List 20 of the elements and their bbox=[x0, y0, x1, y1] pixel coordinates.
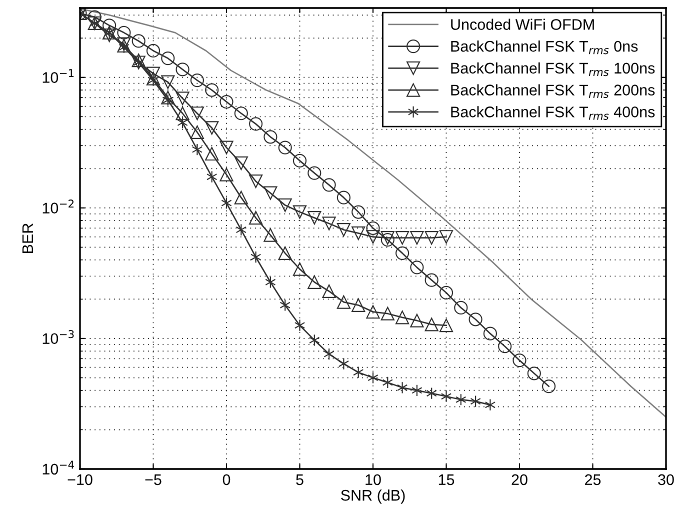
legend-label: Uncoded WiFi OFDM bbox=[451, 18, 594, 30]
x-tick-label: 15 bbox=[438, 474, 454, 486]
y-tick-label: 10$^{−1}$ bbox=[42, 69, 74, 83]
x-tick-label: −5 bbox=[145, 474, 162, 486]
y-tick-label: 10$^{−3}$ bbox=[42, 330, 74, 344]
x-tick-label: 30 bbox=[658, 474, 674, 486]
y-axis-title: BER bbox=[22, 224, 33, 253]
x-tick-label: 10 bbox=[366, 474, 381, 486]
x-tick-label: 20 bbox=[512, 474, 528, 486]
x-tick-label: 5 bbox=[296, 474, 304, 486]
x-tick-label: 25 bbox=[585, 474, 601, 486]
legend-label: BackChannel FSK T$_{rms}$ 400ns bbox=[451, 106, 655, 120]
legend-label: BackChannel FSK T$_{rms}$ 0ns bbox=[451, 40, 638, 54]
x-tick-label: −10 bbox=[68, 474, 92, 486]
y-tick-label: 10$^{−4}$ bbox=[42, 460, 74, 475]
legend-label: BackChannel FSK T$_{rms}$ 200ns bbox=[451, 84, 655, 98]
legend-label: BackChannel FSK T$_{rms}$ 100ns bbox=[451, 62, 655, 76]
x-axis-title: SNR (dB) bbox=[341, 489, 405, 504]
y-tick-label: 10$^{−2}$ bbox=[42, 200, 74, 214]
x-tick-label: 0 bbox=[222, 474, 230, 486]
